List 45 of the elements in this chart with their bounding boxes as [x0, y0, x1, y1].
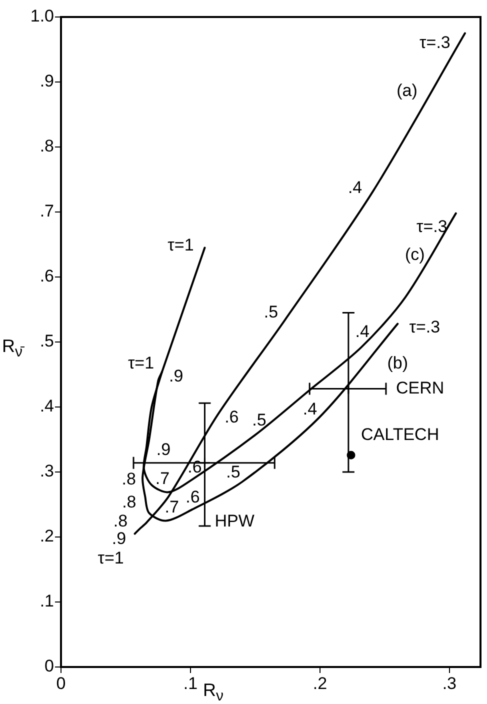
x-tick-label: .3 — [442, 674, 457, 693]
annotation: .7 — [155, 468, 170, 488]
y-tick-label: .2 — [40, 526, 54, 546]
annotation: .5 — [264, 302, 278, 322]
annotation: .8 — [113, 511, 128, 530]
y-tick-label: .8 — [40, 136, 54, 156]
annotation: CALTECH — [361, 424, 440, 444]
y-tick-label: .4 — [40, 396, 54, 416]
y-axis-title: R$_{ν̄}$ — [2, 336, 22, 361]
annotation: .7 — [164, 497, 179, 516]
x-tick-label: .2 — [312, 674, 328, 693]
series-label: (c) — [404, 244, 425, 264]
x-axis-title: R$_{ν}$ — [203, 680, 224, 704]
annotation: τ=.3 — [420, 32, 450, 52]
annotation: .9 — [112, 529, 126, 548]
annotation: CERN — [396, 378, 444, 398]
annotation: .5 — [252, 410, 266, 430]
y-tick-label: .7 — [40, 202, 54, 221]
series-label: (b) — [387, 353, 408, 372]
y-tick-label: 1.0 — [30, 6, 54, 26]
annotation: .6 — [224, 407, 239, 426]
annotation: τ=1 — [168, 235, 194, 254]
series-label: (a) — [396, 80, 418, 100]
annotation: .9 — [156, 440, 171, 459]
annotation: .5 — [226, 462, 240, 482]
y-tick-label: 0 — [44, 656, 54, 676]
y-tick-label: .5 — [40, 332, 54, 351]
annotation: .4 — [302, 399, 318, 418]
annotation: .4 — [355, 322, 370, 341]
x-tick-label: .1 — [183, 674, 198, 693]
annotation: .4 — [348, 178, 362, 197]
annotation: τ=.3 — [416, 216, 448, 236]
y-tick-label: .1 — [40, 592, 54, 611]
annotation: HPW — [214, 512, 254, 531]
annotation: τ=1 — [128, 354, 154, 373]
annotation: .9 — [169, 366, 184, 386]
annotation: τ=.3 — [409, 317, 440, 336]
x-tick-label: 0 — [56, 674, 66, 693]
y-tick-label: .3 — [40, 462, 54, 481]
annotation: τ=1 — [98, 548, 124, 568]
y-tick-label: .9 — [40, 72, 54, 91]
y-tick-label: .6 — [40, 266, 54, 286]
annotation: .8 — [122, 492, 136, 512]
annotation: .6 — [186, 487, 200, 506]
annotation: .8 — [122, 469, 136, 488]
